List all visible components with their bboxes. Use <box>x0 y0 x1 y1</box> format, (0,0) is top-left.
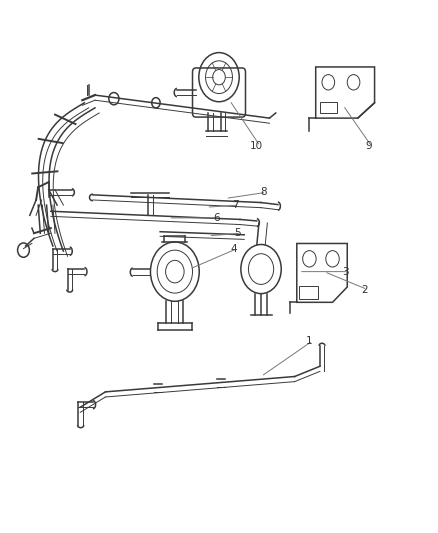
Text: 2: 2 <box>361 285 367 295</box>
Bar <box>320 102 337 113</box>
Bar <box>299 286 318 298</box>
Text: 7: 7 <box>233 200 239 210</box>
Text: 9: 9 <box>365 141 371 151</box>
Text: 5: 5 <box>235 228 241 238</box>
Text: 10: 10 <box>250 141 263 151</box>
Text: 8: 8 <box>260 187 266 197</box>
Text: 3: 3 <box>342 266 349 277</box>
Text: 4: 4 <box>230 244 237 254</box>
Text: 6: 6 <box>214 213 220 223</box>
Text: 1: 1 <box>306 336 313 346</box>
